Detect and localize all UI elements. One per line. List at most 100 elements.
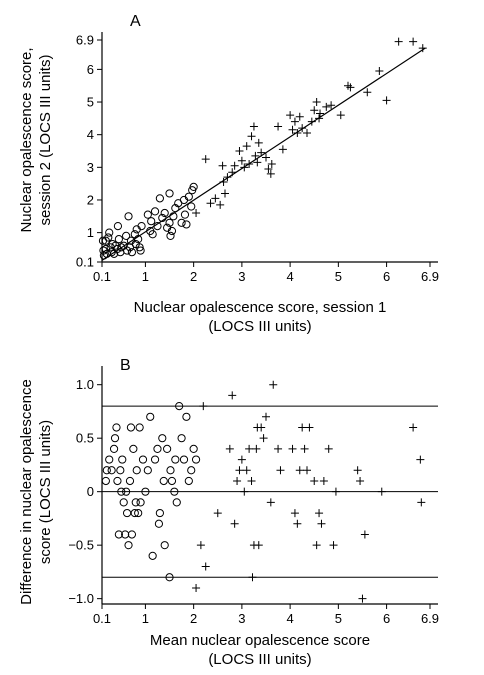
panel-b-point-circle	[189, 444, 198, 453]
panel-a-y-tick-label: 0.1	[76, 255, 94, 270]
panel-a-letter: A	[130, 13, 141, 30]
panel-a-point-circle	[150, 207, 160, 216]
panel-b-point-plus	[192, 583, 201, 592]
panel-b-y-tick-label: −0.5	[68, 538, 94, 553]
panel-a-x-tick-label: 3	[238, 269, 245, 284]
panel-b-point-circle	[130, 508, 139, 518]
panel-a-x-tick-label: 1	[142, 269, 149, 284]
panel-b-x-tick-label: 6	[383, 611, 390, 626]
panel-a-x-label-line-2: (LOCS III units)	[208, 318, 311, 335]
panel-b-point-plus	[254, 541, 263, 550]
panel-b-point-circle	[165, 573, 174, 582]
panel-b-point-circle	[117, 487, 126, 496]
panel-a-point-plus	[192, 209, 201, 218]
panel-b-point-plus	[293, 519, 302, 528]
panel-b-point-plus	[300, 444, 309, 453]
panel-a-point-circle	[187, 202, 196, 211]
panel-a-point-circle	[155, 194, 164, 203]
panel-b-point-plus	[303, 466, 311, 475]
panel-b-point-plus	[237, 455, 246, 464]
panel-b-point-plus	[329, 541, 338, 550]
panel-a-y-label-line-1: Nuclear opalescence score,	[18, 47, 35, 232]
panel-b-point-plus	[259, 434, 268, 443]
panel-b-x-tick-label: 4	[287, 611, 294, 626]
panel-b-point-plus	[248, 573, 257, 582]
panel-a-point-plus	[363, 88, 372, 97]
panel-b-plot-area: 0.1 1 2 3 4 5 6 6.9 −1.0 −0.5 0 0.5 1.0	[68, 366, 439, 626]
panel-a-y-tick-label: 3	[87, 160, 94, 175]
panel-b-point-circle	[132, 466, 141, 475]
panel-b-point-circle	[187, 466, 196, 475]
panel-b-point-plus	[199, 402, 208, 411]
panel-a-point-circle	[130, 230, 139, 239]
panel-a-point-plus	[307, 117, 316, 126]
panel-a-x-tick-label: 6.9	[421, 269, 439, 284]
panel-b-point-plus	[324, 444, 333, 453]
panel-a-point-circle	[127, 248, 137, 257]
panel-a-y-tick-label: 6.9	[76, 33, 94, 48]
panel-a-point-plus	[312, 98, 321, 107]
panel-b-x-label-line-1: Mean nuclear opalescence score	[150, 632, 370, 649]
panel-a-point-plus	[274, 122, 283, 131]
panel-b-point-circle	[126, 423, 136, 432]
panel-a-point-plus	[288, 125, 297, 134]
panel-b-point-circle	[125, 476, 135, 486]
panel-b-point-circle	[160, 541, 169, 550]
panel-a-point-plus	[316, 109, 325, 118]
panel-b-point-circle	[119, 498, 128, 507]
panel-a-regression-line	[101, 47, 426, 261]
panel-a-point-plus	[303, 129, 311, 138]
panel-b-point-circle	[153, 444, 162, 453]
panel-b-point-plus	[235, 466, 244, 475]
panel-b-point-circle	[172, 498, 181, 507]
panel-b-point-circle	[124, 541, 133, 550]
panel-a-point-plus	[295, 112, 304, 121]
panel-b-point-plus	[266, 498, 275, 507]
panel-a-point-plus	[375, 67, 384, 76]
panel-b-point-circle	[118, 455, 127, 464]
panel-a-y-tick-label: 1	[87, 225, 94, 240]
panel-b-point-plus	[225, 444, 234, 453]
panel-a-point-circle	[160, 208, 169, 218]
panel-a-point-circle	[171, 204, 180, 213]
panel-b-y-tick-label: 1.0	[76, 377, 94, 392]
panel-a-point-circle	[134, 235, 143, 244]
panel-b-point-plus	[331, 487, 340, 496]
panel-b-point-plus	[262, 412, 270, 421]
panel-b-point-circle	[107, 466, 116, 475]
panel-a-point-plus	[219, 178, 228, 187]
panel-a-point-plus	[346, 83, 355, 92]
panel-a-point-plus	[418, 44, 427, 53]
panel-b-y-tick-label: 0	[87, 484, 94, 499]
panel-a-point-plus	[278, 145, 287, 154]
panel-b-point-plus	[356, 476, 365, 485]
panel-a-point-circle	[105, 228, 114, 237]
panel-a-plot-area: 0.1 1 2 3 4 5 6 6.9 0.1 1 2 3 4 5 6 6.9	[76, 32, 439, 284]
panel-b-point-plus	[358, 594, 367, 603]
panel-b-point-plus	[230, 519, 239, 528]
panel-a-x-tick-label: 2	[190, 269, 197, 284]
panel-a-point-plus	[237, 156, 246, 165]
panel-b-point-plus	[319, 476, 328, 485]
panel-b-point-plus	[240, 487, 249, 496]
panel-b-point-plus	[276, 466, 285, 475]
panel-b-point-plus	[290, 509, 299, 518]
panel-a-point-circle	[166, 231, 175, 240]
panel-b-point-circle	[150, 455, 160, 464]
panel-b-point-plus	[213, 509, 222, 518]
panel-b-y-label-line-2: score (LOCS III units)	[37, 420, 54, 564]
panel-a-point-plus	[249, 122, 258, 131]
panel-a-x-tick-label: 4	[287, 269, 294, 284]
panel-a-point-circle	[182, 220, 191, 229]
panel-b-point-plus	[416, 455, 425, 464]
panel-b-point-circle	[122, 508, 132, 518]
panel-a-point-circle	[165, 218, 174, 227]
panel-a-point-plus	[262, 153, 270, 162]
panel-a-point-plus	[216, 200, 225, 209]
panel-b-point-circle	[110, 434, 120, 443]
panel-a-point-plus	[315, 114, 324, 123]
panel-a-point-plus	[409, 37, 418, 46]
panel-b-point-circle	[159, 476, 168, 486]
panel-a-point-plus	[223, 173, 232, 182]
panel-a-point-circle	[177, 218, 186, 227]
